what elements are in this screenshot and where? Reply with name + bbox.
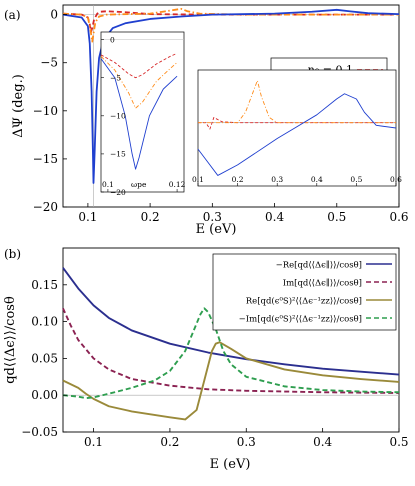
inset-omega-pe-xtick-label: 0.1 — [102, 180, 114, 189]
panel-a-frame — [62, 4, 400, 208]
inset-zoom-xtick-label: 0.1 — [192, 175, 204, 184]
panel-a-ytick-label: −5 — [40, 56, 58, 70]
panel-b-ytick-label: 0.05 — [31, 351, 58, 365]
inset-omega-pe-xlabel: ωpe — [131, 180, 147, 189]
panel-b-legend-label-1: −Re[qd⟨⟨Δϵ∥⟩⟩/cosθ] — [276, 260, 362, 271]
inset-zoom-xtick-label: 0.5 — [350, 175, 362, 184]
panel-a-label: (a) — [4, 8, 21, 22]
inset-zoom-xtick-label: 0.6 — [390, 175, 402, 184]
panel-a-xtick-label: 0.1 — [78, 210, 97, 224]
panel-b-legend-label-3: Re[qd(ϵ⁰S)²⟨⟨Δϵ⁻¹zz⟩⟩/cosθ] — [246, 296, 362, 307]
inset-omega-pe-ytick-label: −5 — [110, 74, 121, 83]
inset-omega-pe-ytick-label: −10 — [110, 112, 126, 121]
inset-zoom-series-3 — [197, 93, 397, 176]
panel-a-xtick-label: 0.6 — [389, 210, 408, 224]
inset-omega-pe: 0 −5 −10 −15 −200.1 0.12 ωpe — [100, 31, 186, 197]
panel-a-ytick-label: 0 — [50, 8, 58, 22]
inset-omega-pe-ytick-label: −20 — [110, 188, 126, 197]
panel-b: 0.1 0.2 0.3 0.4 0.5 −0.05 0.00 0.05 0.10 0.15 (b)… — [3, 247, 409, 472]
inset-omega-pe-frame — [100, 31, 185, 193]
panel-b-series-1 — [62, 267, 400, 376]
panel-b-series-3 — [62, 341, 400, 421]
inset-zoom-xtick-label: 0.4 — [311, 175, 323, 184]
panel-b-legend-label-4: −Im[qd(ϵ⁰S)²⟨⟨Δϵ⁻¹zz⟩⟩/cosθ] — [239, 314, 362, 325]
panel-b-ytick-label: 0.10 — [31, 315, 58, 329]
panel-b-label: (b) — [4, 247, 21, 261]
panel-a-xtick-label: 0.5 — [327, 210, 346, 224]
panel-a: 0.1 0.2 0.3 0.4 0.5 0.6 0 −5 −10 −15 −20 (a) E (eV… — [4, 4, 409, 237]
panel-b-ytick-label: 0.15 — [31, 278, 58, 292]
panel-b-legend: −Re[qd⟨⟨Δϵ∥⟩⟩/cosθ] Im[qd⟨⟨Δϵ∥⟩⟩/cosθ] Re[… — [212, 253, 397, 331]
panel-b-xtick-label: 0.4 — [313, 435, 332, 449]
panel-b-ytick-label: 0.00 — [31, 388, 58, 402]
inset-zoom: 0.1 0.2 0.3 0.4 0.5 0.6 — [192, 69, 402, 187]
panel-a-ytick-label: −10 — [33, 104, 58, 118]
panel-b-legend-label-2: Im[qd⟨⟨Δϵ∥⟩⟩/cosθ] — [283, 278, 362, 289]
panel-a-ytick-label: −15 — [33, 152, 58, 166]
panel-b-series-4 — [62, 307, 400, 400]
panel-b-xtick-label: 0.1 — [84, 435, 103, 449]
panel-b-frame — [62, 247, 400, 433]
inset-zoom-xtick-label: 0.3 — [271, 175, 283, 184]
panel-b-ytick-label: −0.05 — [21, 425, 58, 439]
inset-omega-pe-ytick-label: −15 — [110, 150, 126, 159]
panel-a-ylabel: ΔΨ (deg.) — [11, 74, 26, 138]
panel-a-xlabel: E (eV) — [196, 222, 237, 237]
panel-b-series-2 — [62, 307, 400, 394]
panel-b-xtick-label: 0.5 — [389, 435, 408, 449]
inset-zoom-xtick-label: 0.2 — [232, 175, 244, 184]
inset-omega-pe-series-1 — [100, 52, 178, 79]
panel-a-ticks: 0.1 0.2 0.3 0.4 0.5 0.6 0 −5 −10 −15 −20 — [33, 8, 409, 224]
panel-a-series-2 — [62, 7, 399, 43]
panel-b-xlabel: E (eV) — [210, 457, 251, 472]
panel-a-xtick-label: 0.3 — [203, 210, 222, 224]
panel-b-curves — [62, 267, 400, 421]
inset-zoom-frame — [197, 69, 397, 187]
panel-a-ytick-label: −20 — [33, 200, 58, 214]
panel-a-xtick-label: 0.4 — [265, 210, 284, 224]
panel-b-ticks: 0.1 0.2 0.3 0.4 0.5 −0.05 0.00 0.05 0.10 0.15 — [21, 278, 408, 449]
panel-b-xtick-label: 0.2 — [160, 435, 179, 449]
panel-b-legend-box — [212, 253, 397, 331]
panel-b-xtick-label: 0.3 — [237, 435, 256, 449]
inset-omega-pe-xtick-label: 0.12 — [169, 180, 186, 189]
inset-omega-pe-series-3 — [100, 58, 178, 170]
panel-b-ylabel: qd⟨⟨Δϵ⟩⟩/cosθ — [3, 296, 18, 384]
inset-omega-pe-ytick-label: 0 — [110, 35, 115, 44]
panel-a-xtick-label: 0.2 — [141, 210, 160, 224]
